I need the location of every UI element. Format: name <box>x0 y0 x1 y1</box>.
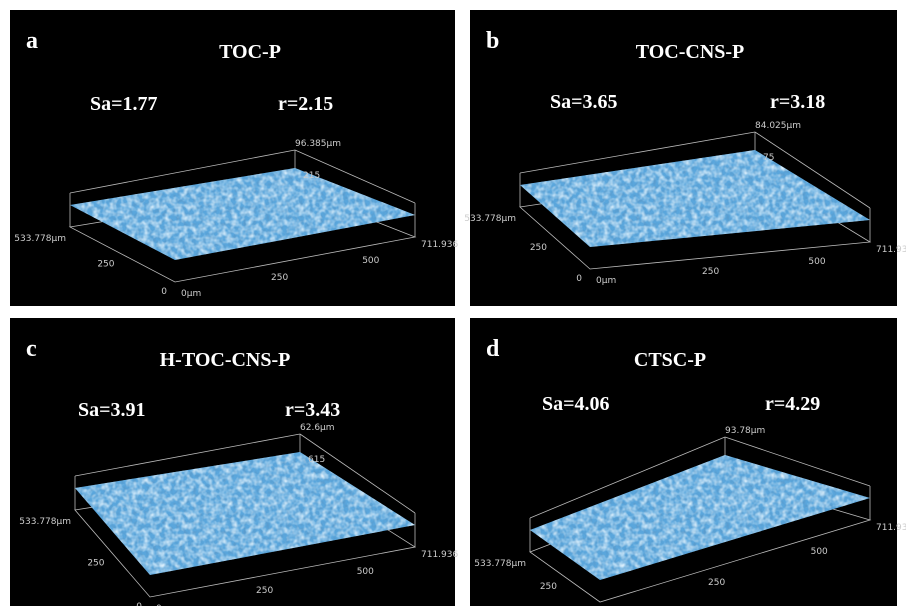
axis-label: 533.778μm <box>14 234 66 244</box>
axis-label: 62.6μm <box>300 423 335 433</box>
surface-texture <box>530 455 870 580</box>
panel-title: CTSC-P <box>634 349 706 371</box>
surface-texture <box>70 168 415 260</box>
panel-title: TOC-P <box>219 41 281 63</box>
panel: c H-TOC-CNS-P Sa=3.91 r=3.43 62.6μm 615 533.77… <box>10 318 458 606</box>
top-edge <box>519 131 756 174</box>
panel-background <box>470 10 897 306</box>
sa-value: Sa=3.65 <box>550 91 618 113</box>
axis-label: 250 <box>708 578 725 588</box>
panel-letter: a <box>26 28 38 54</box>
panel: b TOC-CNS-P Sa=3.65 r=3.18 84.025μm 75 533.778… <box>464 10 906 306</box>
panel-letter: b <box>486 28 499 54</box>
axis-label: 711.936 <box>421 240 458 250</box>
axis-label: 250 <box>530 243 547 253</box>
sa-value: Sa=3.91 <box>78 399 146 421</box>
axis-label: 250 <box>702 267 719 277</box>
top-edge <box>74 433 301 477</box>
axis-label: 711.936 <box>421 550 458 560</box>
panel-background <box>10 10 455 306</box>
axis-label: 250 <box>97 260 114 270</box>
surface-texture <box>520 150 870 247</box>
axis-label: 0μm <box>156 604 176 606</box>
r-value: r=3.18 <box>770 91 825 113</box>
top-edge <box>724 436 871 487</box>
r-value: r=2.15 <box>278 93 333 115</box>
axis-label: 533.778μm <box>474 559 526 569</box>
top-edge <box>294 149 416 204</box>
axis-label: 500 <box>362 256 379 266</box>
axis-label: 0 <box>576 274 582 284</box>
top-edge <box>529 436 726 519</box>
axis-label: 84.025μm <box>755 121 801 131</box>
surface-texture <box>75 452 415 575</box>
axis-label: 500 <box>808 257 825 267</box>
axis-label: 93.78μm <box>725 426 765 436</box>
sa-value: Sa=4.06 <box>542 393 610 415</box>
axis-label: 0μm <box>596 276 616 286</box>
axis-label: 0 <box>161 287 167 297</box>
panel-background <box>470 318 897 606</box>
axis-label: 500 <box>357 567 374 577</box>
axis-label: 615 <box>308 455 325 465</box>
top-edge <box>69 149 296 194</box>
axis-label: 250 <box>540 582 557 592</box>
panel: a TOC-P Sa=1.77 r=2.15 96.385μm 215 533.778μm 2… <box>10 10 458 306</box>
sa-value: Sa=1.77 <box>90 93 158 115</box>
top-edge <box>754 131 871 209</box>
axis-label: 533.778μm <box>19 517 71 527</box>
axis-label: 533.778μm <box>464 214 516 224</box>
axis-label: 0μm <box>181 289 201 299</box>
r-value: r=4.29 <box>765 393 820 415</box>
axis-label: 215 <box>303 171 320 181</box>
axis-label: 250 <box>256 586 273 596</box>
axis-label: 75 <box>763 153 774 163</box>
panel-letter: d <box>486 336 500 362</box>
r-value: r=3.43 <box>285 399 340 421</box>
axis-label: 96.385μm <box>295 139 341 149</box>
panel: dCTSC-PSa=4.06r=4.2993.78μm533.778μm2500… <box>470 318 906 606</box>
panel-letter: c <box>26 336 37 362</box>
axis-label: 250 <box>87 559 104 569</box>
panel-title: H-TOC-CNS-P <box>160 349 291 371</box>
axis-label: 711.936 <box>876 245 906 255</box>
top-edge <box>299 433 416 514</box>
axis-label: 500 <box>811 547 828 557</box>
axis-label: 250 <box>271 273 288 283</box>
axis-label: 0 <box>136 602 142 606</box>
axis-label: 711.936 <box>876 523 906 533</box>
panel-title: TOC-CNS-P <box>636 41 745 63</box>
